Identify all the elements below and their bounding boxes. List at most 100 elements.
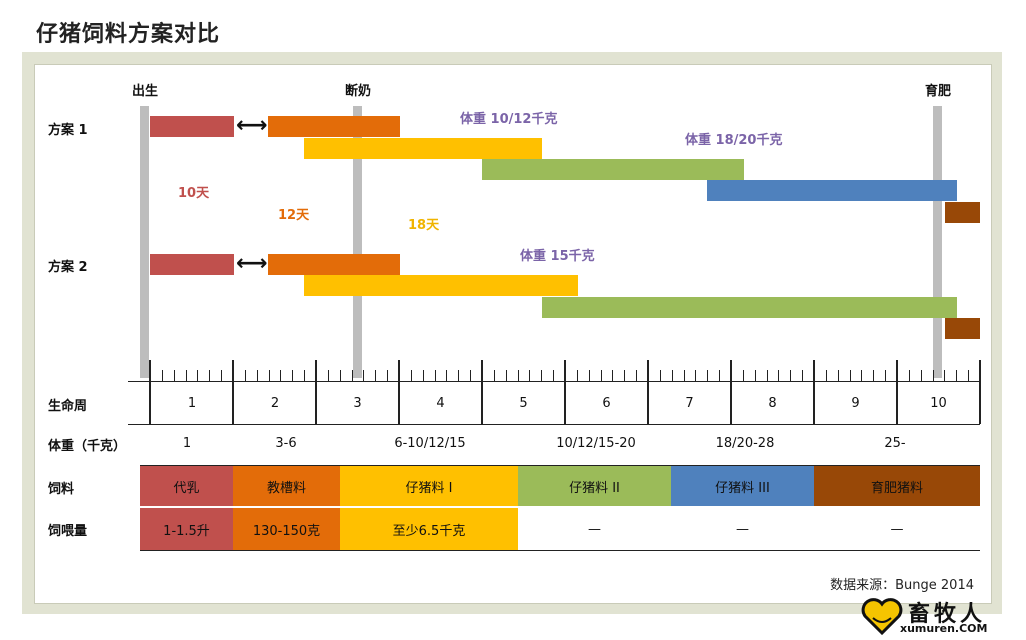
plan1-label: 方案 1 — [48, 123, 88, 138]
ruler-minor-tick — [802, 370, 803, 381]
ruler-minor-tick — [174, 370, 175, 381]
annotation-weight-10-12: 体重 10/12千克 — [460, 112, 558, 127]
ruler-minor-tick — [529, 370, 530, 381]
ruler-minor-tick — [778, 370, 779, 381]
weight-cell: 18/20-28 — [715, 435, 775, 451]
feed-cell-piglet-feed-1: 仔猪料 I — [340, 466, 518, 506]
week-cell: 6 — [602, 395, 611, 411]
ruler-major-tick — [896, 360, 898, 424]
ruler-major-tick — [149, 360, 151, 424]
data-source: 数据来源：Bunge 2014 — [830, 578, 974, 593]
plan2-bar-milk-replacer — [150, 254, 234, 275]
feed-cell-piglet-feed-2: 仔猪料 II — [518, 466, 671, 506]
ruler-minor-tick — [162, 370, 163, 381]
ruler-minor-tick — [790, 370, 791, 381]
ruler-minor-tick — [743, 370, 744, 381]
ruler-major-tick — [813, 360, 815, 424]
plan1-bar-piglet-feed-3 — [707, 180, 957, 201]
ruler-minor-tick — [363, 370, 364, 381]
ruler-major-tick — [232, 360, 234, 424]
amount-row-label: 饲喂量 — [48, 524, 88, 539]
week-cell: 3 — [353, 395, 362, 411]
ruler-minor-tick — [221, 370, 222, 381]
ruler-major-tick — [315, 360, 317, 424]
ruler-minor-tick — [209, 370, 210, 381]
ruler-minor-tick — [435, 370, 436, 381]
week-cell: 7 — [685, 395, 694, 411]
ruler-minor-tick — [695, 370, 696, 381]
feed-row-label: 饲料 — [48, 482, 75, 497]
ruler-major-tick — [647, 360, 649, 424]
annotation-weight-18-20: 体重 18/20千克 — [685, 133, 783, 148]
ruler-minor-tick — [719, 370, 720, 381]
feed-row-top-line — [140, 465, 980, 466]
ruler-minor-tick — [601, 370, 602, 381]
plan1-bar-piglet-feed-1 — [304, 138, 542, 159]
ruler-minor-tick — [956, 370, 957, 381]
ruler-minor-tick — [660, 370, 661, 381]
week-cell: 10 — [930, 395, 947, 411]
ruler-minor-tick — [197, 370, 198, 381]
amount-cell: 130-150克 — [233, 508, 340, 550]
ruler-minor-tick — [423, 370, 424, 381]
feed-cell-milk-replacer: 代乳 — [140, 466, 233, 506]
ruler-minor-tick — [826, 370, 827, 381]
week-row-label: 生命周 — [48, 399, 88, 414]
feed-cell-creep-feed: 教槽料 — [233, 466, 340, 506]
ruler-minor-tick — [861, 370, 862, 381]
ruler-minor-tick — [458, 370, 459, 381]
amount-row-bottom-line — [140, 550, 980, 551]
ruler-minor-tick — [838, 370, 839, 381]
plan2-bar-piglet-feed-1 — [304, 275, 578, 296]
weight-cell: 1 — [182, 435, 192, 451]
ruler-major-tick — [979, 360, 981, 424]
ruler-baseline — [128, 381, 980, 382]
ruler-minor-tick — [553, 370, 554, 381]
ruler-minor-tick — [624, 370, 625, 381]
annotation-days-18: 18天 — [408, 218, 440, 233]
ruler-minor-tick — [280, 370, 281, 381]
week-cell: 8 — [768, 395, 777, 411]
birth-marker — [140, 106, 149, 378]
ruler-major-tick — [481, 360, 483, 424]
weight-cell: 10/12/15-20 — [556, 435, 636, 451]
ruler-minor-tick — [707, 370, 708, 381]
plan1-bar-creep-feed — [268, 116, 400, 137]
weight-cell: 25- — [884, 435, 906, 451]
ruler-major-tick — [564, 360, 566, 424]
ruler-minor-tick — [589, 370, 590, 381]
heart-logo-icon — [861, 598, 903, 636]
amount-cell: 1-1.5升 — [140, 508, 233, 550]
ruler-minor-tick — [340, 370, 341, 381]
week-cell: 4 — [436, 395, 445, 411]
ruler-minor-tick — [684, 370, 685, 381]
ruler-minor-tick — [577, 370, 578, 381]
ruler-minor-tick — [446, 370, 447, 381]
ruler-minor-tick — [375, 370, 376, 381]
week-cell: 1 — [187, 395, 197, 411]
ruler-minor-tick — [921, 370, 922, 381]
ruler-minor-tick — [636, 370, 637, 381]
brand-url: xumuren.COM — [900, 622, 988, 635]
ruler-minor-tick — [767, 370, 768, 381]
ruler-minor-tick — [672, 370, 673, 381]
annotation-days-10: 10天 — [178, 186, 210, 201]
ruler-minor-tick — [304, 370, 305, 381]
plan2-label: 方案 2 — [48, 260, 88, 275]
ruler-minor-tick — [612, 370, 613, 381]
plan2-double-arrow-icon: ⟷ — [236, 251, 268, 276]
week-cell: 2 — [270, 395, 280, 411]
weight-row-label: 体重（千克） — [48, 439, 127, 454]
ruler-minor-tick — [873, 370, 874, 381]
feed-cell-piglet-feed-3: 仔猪料 III — [671, 466, 814, 506]
ruler-minor-tick — [292, 370, 293, 381]
annotation-days-12: 12天 — [278, 208, 310, 223]
plan2-bar-finishing-feed — [945, 318, 980, 339]
ruler-minor-tick — [411, 370, 412, 381]
ruler-minor-tick — [387, 370, 388, 381]
plan2-bar-piglet-feed-2 — [542, 297, 957, 318]
ruler-minor-tick — [968, 370, 969, 381]
birth-marker-label: 出生 — [131, 84, 159, 99]
week-cell: 9 — [851, 395, 860, 411]
finishing-marker — [933, 106, 942, 378]
